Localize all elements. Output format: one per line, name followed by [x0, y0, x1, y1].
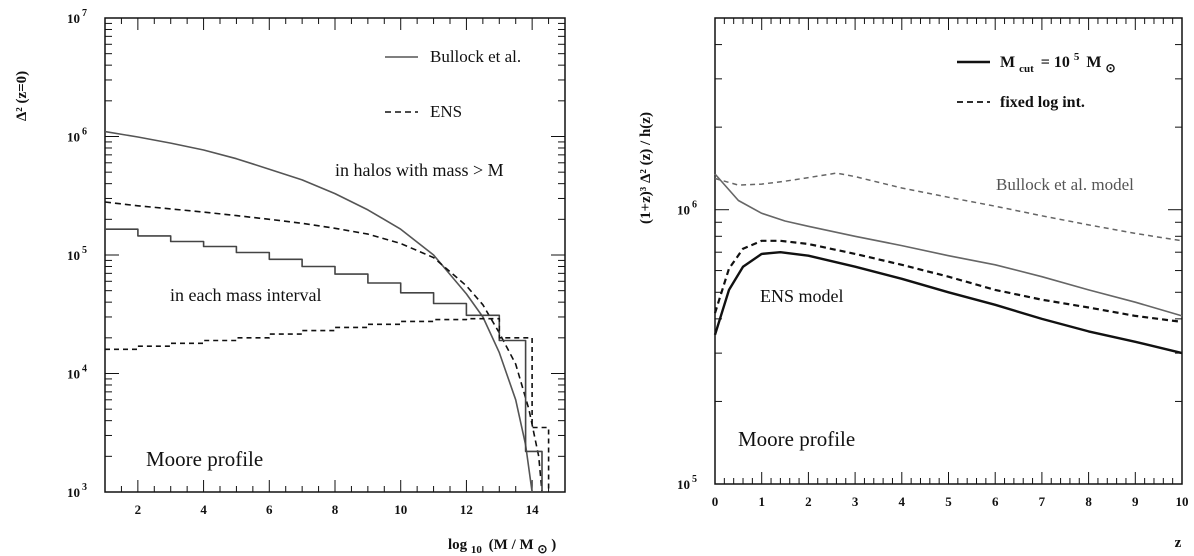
left-x-tick-label: 14 — [526, 502, 540, 517]
right-y-tick-label-exp: 6 — [692, 200, 697, 211]
left-y-tick-label-base: 10 — [67, 248, 80, 263]
left-series-3 — [105, 317, 550, 492]
left-y-tick-label-base: 10 — [67, 367, 80, 382]
right-series-3 — [713, 239, 1183, 323]
right-series-2 — [713, 251, 1183, 355]
right-y-tick-label-base: 10 — [677, 477, 690, 492]
right-x-tick-label: 4 — [899, 494, 906, 509]
right-x-axis-title: z — [1175, 535, 1182, 551]
left-series-1 — [104, 201, 543, 493]
left-annotation-upper: in halos with mass > M — [335, 160, 504, 180]
right-x-tick-labels: 0 1 2 3 4 5 6 7 8 9 10 — [712, 494, 1189, 509]
right-y-tick-label: 10 6 — [677, 200, 697, 218]
right-annotation-upper: Bullock et al. model — [996, 175, 1134, 194]
left-y-tick-label-exp: 6 — [82, 127, 87, 138]
left-series — [104, 130, 550, 493]
right-series — [713, 172, 1183, 355]
right-plot-frame — [714, 17, 1183, 485]
right-x-tick-label: 6 — [992, 494, 999, 509]
left-x-tick-label: 6 — [266, 502, 273, 517]
left-x-axis-title: log 10 (M / M ⊙ ) — [448, 537, 556, 556]
right-y-axis-title: (1+z)³ Δ² (z) / h(z) — [638, 112, 654, 224]
right-legend-mcut-mid: = 10 — [1041, 54, 1070, 71]
left-series-2 — [105, 228, 543, 492]
left-y-tick-label: 10 6 — [67, 127, 87, 145]
left-x-axis-title-sub: 10 — [471, 544, 483, 556]
left-legend-label-bullock: Bullock et al. — [430, 47, 521, 66]
right-x-tick-label: 8 — [1085, 494, 1092, 509]
left-x-tick-label: 10 — [394, 502, 407, 517]
right-x-tick-label: 3 — [852, 494, 859, 509]
left-plot-frame — [104, 17, 566, 493]
left-annotation-lower: in each mass interval — [170, 285, 321, 305]
right-legend-mcut-mm: M — [1086, 54, 1101, 71]
left-x-axis-title-tail: (M / M — [489, 537, 534, 553]
left-x-axis-title-log: log — [448, 537, 468, 553]
left-x-axis-title-sun: ⊙ — [537, 542, 547, 556]
right-legend-label-mcut: M cut = 10 5 M ⊙ — [1000, 47, 1116, 76]
right-y-tick-label: 10 5 — [677, 474, 697, 492]
left-x-tick-label: 12 — [460, 502, 473, 517]
right-legend-mcut-m: M — [1000, 54, 1015, 71]
right-x-tick-label: 5 — [945, 494, 952, 509]
right-x-tick-label: 7 — [1039, 494, 1046, 509]
right-legend-mcut-exp: 5 — [1074, 51, 1080, 63]
left-y-tick-label-base: 10 — [67, 485, 80, 500]
left-annotation-profile: Moore profile — [146, 447, 263, 471]
left-y-ticks — [105, 17, 565, 493]
right-y-tick-label-base: 10 — [677, 203, 690, 218]
left-legend-label-ens: ENS — [430, 102, 462, 121]
right-legend-label-fixed: fixed log int. — [1000, 94, 1085, 111]
right-annotation-profile: Moore profile — [738, 427, 855, 451]
right-y-ticks — [715, 17, 1182, 485]
right-x-tick-label: 0 — [712, 494, 719, 509]
right-x-tick-label: 1 — [758, 494, 765, 509]
right-annotation-lower: ENS model — [760, 286, 844, 306]
right-x-tick-label: 9 — [1132, 494, 1139, 509]
left-y-tick-label: 10 7 — [67, 8, 87, 26]
left-y-tick-label: 10 3 — [67, 482, 87, 500]
left-y-tick-label: 10 5 — [67, 245, 87, 263]
left-x-tick-label: 4 — [200, 502, 207, 517]
left-series-0 — [104, 130, 533, 493]
right-x-tick-label: 2 — [805, 494, 812, 509]
right-legend-mcut-sun: ⊙ — [1106, 61, 1116, 75]
right-y-tick-label-exp: 5 — [692, 474, 697, 485]
left-y-tick-label-exp: 7 — [82, 8, 87, 19]
left-x-tick-label: 8 — [332, 502, 339, 517]
left-y-tick-label: 10 4 — [67, 364, 87, 382]
right-x-ticks — [714, 18, 1183, 484]
right-x-tick-label: 10 — [1176, 494, 1189, 509]
left-x-ticks — [104, 18, 566, 492]
left-y-tick-label-exp: 4 — [82, 364, 87, 375]
right-series-1 — [714, 172, 1183, 242]
left-y-tick-label-exp: 3 — [82, 482, 87, 493]
right-legend-mcut-sub: cut — [1019, 63, 1034, 75]
right-series-0 — [714, 173, 1183, 317]
left-y-tick-label-base: 10 — [67, 130, 80, 145]
left-x-tick-labels: 2 4 6 8 10 12 14 — [135, 502, 540, 517]
left-x-axis-title-end: ) — [551, 537, 556, 553]
left-y-tick-label-exp: 5 — [82, 245, 87, 256]
left-y-tick-label-base: 10 — [67, 11, 80, 26]
left-y-axis-title: Δ² (z=0) — [14, 71, 30, 121]
left-x-tick-label: 2 — [135, 502, 142, 517]
